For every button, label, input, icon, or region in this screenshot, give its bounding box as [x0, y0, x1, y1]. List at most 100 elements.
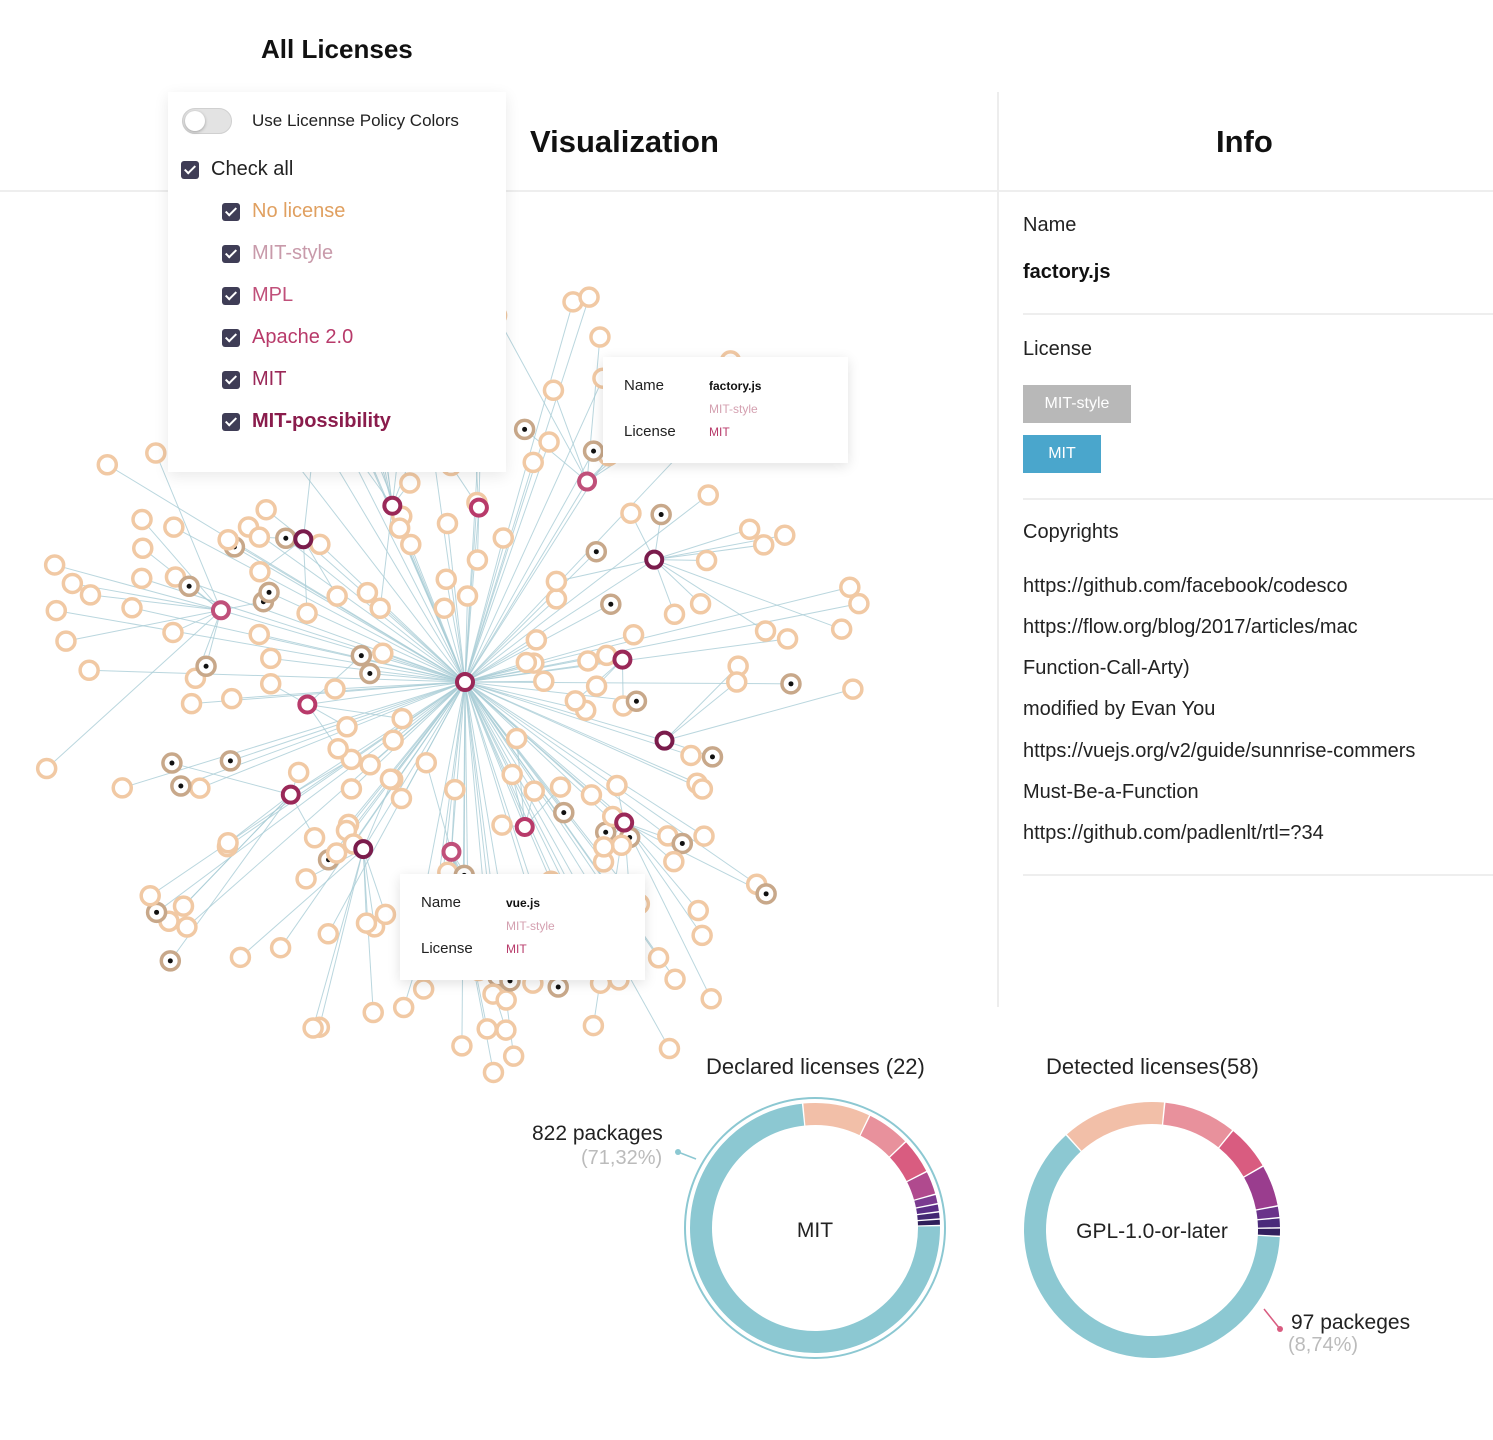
filter-mpl[interactable]: MPL [222, 284, 293, 307]
checkbox-checked-icon [222, 328, 240, 347]
graph-node [260, 647, 282, 670]
graph-node [131, 567, 153, 590]
graph-node [369, 597, 391, 619]
visualization-title: Visualization [530, 124, 719, 159]
graph-edge [664, 681, 738, 742]
graph-node [374, 903, 397, 926]
detected-donut-chart[interactable] [1015, 1090, 1305, 1370]
donut-slice [803, 1103, 870, 1136]
graph-node [664, 968, 686, 990]
graph-node [210, 600, 231, 621]
graph-node [456, 585, 479, 607]
detected-callout-count: 97 packeges [1291, 1311, 1411, 1334]
license-badge-mit-style[interactable]: MIT-style [1023, 385, 1131, 423]
graph-node [391, 707, 413, 730]
graph-node [111, 777, 134, 799]
graph-node [514, 816, 535, 837]
declared-donut-chart[interactable] [670, 1090, 960, 1370]
graph-edge [464, 681, 631, 838]
graph-node [336, 716, 358, 738]
graph-edge [464, 681, 622, 913]
graph-node [582, 1014, 605, 1037]
filter-mit-style[interactable]: MIT-style [222, 242, 333, 265]
checkbox-checked-icon [222, 244, 240, 263]
filter-no-license[interactable]: No license [222, 200, 345, 223]
graph-edge [464, 441, 550, 683]
policy-colors-toggle[interactable] [182, 108, 232, 134]
graph-edge [231, 681, 466, 700]
graph-edge [446, 523, 466, 683]
donut-slice [1244, 1166, 1278, 1210]
graph-node-dot [266, 589, 272, 595]
detected-center-label: GPL-1.0-or-later [1076, 1220, 1228, 1243]
graph-node [248, 526, 271, 548]
graph-node [325, 842, 348, 864]
graph-node [382, 729, 404, 751]
info-separator [1023, 874, 1493, 876]
graph-node [542, 379, 565, 402]
declared-callout-count: 822 packages [532, 1122, 663, 1145]
graph-node [593, 836, 615, 858]
graph-node-dot [227, 758, 233, 764]
graph-node [523, 780, 545, 802]
graph-node-dot [608, 601, 614, 607]
copyright-line: https://github.com/padlenlt/rtl=?34 [1023, 822, 1324, 844]
graph-node [754, 620, 777, 642]
info-license-label: License [1023, 338, 1092, 360]
graph-node [738, 518, 761, 540]
graph-edge [653, 559, 766, 632]
graph-edge [464, 680, 544, 683]
graph-node-dot [658, 512, 664, 518]
graph-node [578, 286, 600, 308]
graph-edge [362, 681, 466, 850]
graph-node [221, 687, 243, 710]
graph-node [435, 568, 457, 590]
graph-edge [464, 681, 526, 828]
checkbox-checked-icon [181, 160, 199, 179]
graph-node [495, 989, 517, 1011]
graph-edge [240, 848, 364, 958]
copyright-line: modified by Evan You [1023, 698, 1216, 720]
graph-edge [425, 762, 452, 852]
graph-node [697, 484, 719, 506]
graph-node [302, 1017, 324, 1039]
filter-label: Apache 2.0 [252, 326, 354, 348]
graph-edge [464, 681, 705, 837]
graph-edge [496, 315, 588, 482]
check-all-checkbox[interactable]: Check all [181, 158, 293, 181]
graph-edge [220, 609, 466, 683]
graph-node [620, 502, 642, 525]
detected-chart-title: Detected licenses(58) [1046, 1054, 1259, 1079]
graph-node [622, 624, 645, 646]
graph-edge [464, 681, 703, 790]
app-title: All Licenses [261, 34, 413, 64]
graph-edge [664, 688, 853, 742]
graph-node [255, 498, 277, 521]
policy-colors-label: Use Licennse Policy Colors [252, 111, 459, 130]
graph-node [217, 529, 239, 551]
checkbox-checked-icon [222, 412, 240, 431]
graph-edge [464, 440, 693, 683]
graph-edge [450, 681, 466, 852]
graph-edge [623, 822, 712, 1000]
graph-node [725, 671, 748, 693]
graph-edge [464, 681, 665, 742]
filter-mit-possibility[interactable]: MIT-possibility [222, 410, 391, 433]
graph-edge [464, 450, 594, 683]
graph-edge [156, 681, 466, 913]
graph-node [545, 570, 568, 593]
graph-node [295, 868, 317, 890]
license-badge-mit[interactable]: MIT [1023, 435, 1101, 473]
copyright-line: https://github.com/facebook/codesco [1023, 575, 1348, 597]
filter-mit[interactable]: MIT [222, 368, 286, 391]
tooltip-license-key: License [421, 940, 473, 957]
graph-edge [464, 639, 537, 683]
graph-node [355, 912, 378, 934]
graph-edge [46, 609, 222, 769]
graph-node [502, 1045, 525, 1067]
graph-node-dot [591, 448, 597, 454]
graph-node-dot [709, 754, 715, 760]
tooltip-name-key: Name [421, 894, 462, 911]
graph-edge [464, 455, 609, 683]
filter-apache[interactable]: Apache 2.0 [222, 326, 353, 349]
